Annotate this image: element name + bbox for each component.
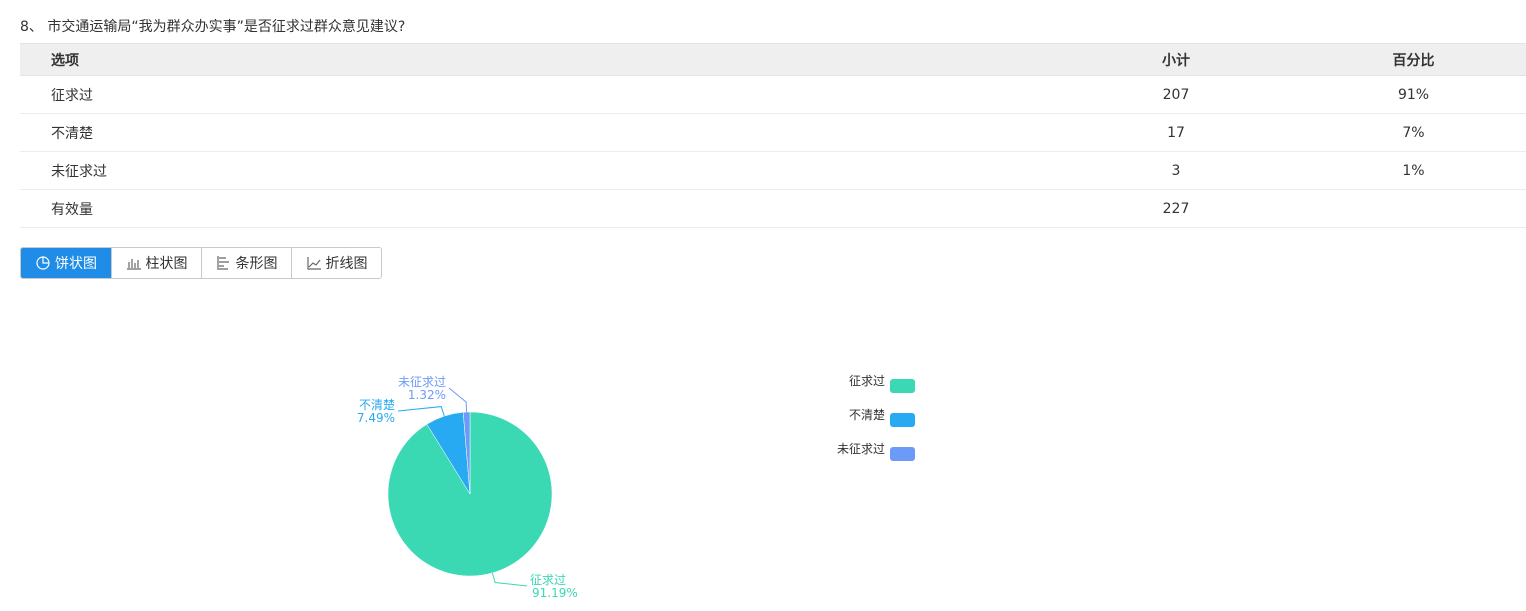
slice-label-name: 征求过 xyxy=(530,573,566,587)
legend-label: 未征求过 xyxy=(837,442,885,456)
row-percent: 91% xyxy=(1301,75,1526,114)
table-header-row: 选项 小计 百分比 xyxy=(20,43,1526,76)
question-title: 8、 市交通运输局“我为群众办实事”是否征求过群众意见建议? xyxy=(20,19,406,35)
header-percent: 百分比 xyxy=(1301,43,1526,76)
slice-label-name: 不清楚 xyxy=(359,398,395,412)
table-row: 未征求过 3 1% xyxy=(20,151,1526,190)
header-option: 选项 xyxy=(20,43,1051,76)
header-count: 小计 xyxy=(1051,43,1301,76)
row-option: 不清楚 xyxy=(20,113,1051,152)
row-count: 227 xyxy=(1051,189,1301,228)
pie-slice-1 xyxy=(387,411,553,577)
tab-pie-chart[interactable]: 饼状图 xyxy=(21,248,112,278)
legend-swatch xyxy=(890,413,915,427)
results-table: 选项 小计 百分比 征求过 207 91% 不清楚 17 7% 未征求过 3 1… xyxy=(20,43,1526,228)
row-percent: 7% xyxy=(1301,113,1526,152)
row-percent: 1% xyxy=(1301,151,1526,190)
horizontal-bar-chart-icon xyxy=(216,255,232,271)
leader-line-3 xyxy=(448,387,468,413)
row-count: 17 xyxy=(1051,113,1301,152)
row-count: 207 xyxy=(1051,75,1301,114)
tab-bar-chart[interactable]: 柱状图 xyxy=(112,248,202,278)
table-row-total: 有效量 227 xyxy=(20,189,1526,228)
table-row: 不清楚 17 7% xyxy=(20,113,1526,152)
leader-line-1 xyxy=(491,572,528,587)
tab-label: 饼状图 xyxy=(55,256,97,272)
tab-label: 折线图 xyxy=(325,256,368,272)
row-percent xyxy=(1301,189,1526,228)
row-option: 未征求过 xyxy=(20,151,1051,190)
tab-line-chart[interactable]: 折线图 xyxy=(292,248,381,278)
legend-swatch xyxy=(890,447,915,461)
row-count: 3 xyxy=(1051,151,1301,190)
row-option: 征求过 xyxy=(20,75,1051,114)
pie-chart-icon xyxy=(35,255,51,271)
slice-label-percent: 7.49% xyxy=(357,411,395,425)
legend-swatch xyxy=(890,379,915,393)
tab-horizontal-bar-chart[interactable]: 条形图 xyxy=(202,248,292,278)
slice-label-percent: 1.32% xyxy=(408,388,446,402)
leader-line-2 xyxy=(397,406,445,417)
legend-label: 不清楚 xyxy=(849,408,885,422)
table-row: 征求过 207 91% xyxy=(20,75,1526,114)
legend-label: 征求过 xyxy=(849,374,885,388)
bar-chart-icon xyxy=(126,255,142,271)
row-option: 有效量 xyxy=(20,189,1051,228)
slice-label-name: 未征求过 xyxy=(398,375,446,389)
slice-label-percent: 91.19% xyxy=(532,586,578,600)
tab-label: 柱状图 xyxy=(145,256,188,272)
tab-label: 条形图 xyxy=(235,256,278,272)
line-chart-icon xyxy=(306,255,322,271)
chart-type-tabs: 饼状图 柱状图 条形图 折线图 xyxy=(20,247,382,279)
